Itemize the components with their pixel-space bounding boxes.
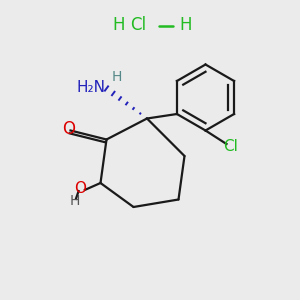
- Text: H: H: [112, 16, 125, 34]
- Text: H: H: [112, 70, 122, 84]
- Text: O: O: [62, 120, 76, 138]
- Text: H₂N: H₂N: [76, 80, 105, 94]
- Text: O: O: [74, 181, 86, 196]
- Text: Cl: Cl: [130, 16, 146, 34]
- Text: Cl: Cl: [224, 140, 238, 154]
- Text: H: H: [180, 16, 192, 34]
- Text: H: H: [70, 194, 80, 208]
